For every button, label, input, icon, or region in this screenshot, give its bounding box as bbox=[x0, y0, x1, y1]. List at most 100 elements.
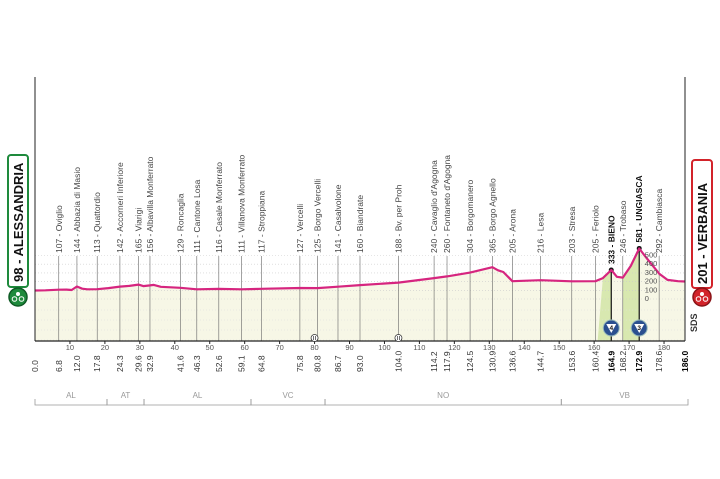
waypoint-label: 333 - BIENO bbox=[606, 215, 616, 264]
waypoint-distance: 32.9 bbox=[145, 355, 155, 372]
waypoint-label: 205 - Arona bbox=[507, 209, 517, 253]
region-label: AL bbox=[193, 391, 203, 400]
start-label: 98 - ALESSANDRIA bbox=[11, 162, 26, 282]
profile-line bbox=[34, 247, 686, 292]
km-tick-label: 30 bbox=[136, 343, 144, 352]
km-tick-label: 10 bbox=[66, 343, 74, 352]
climb-area bbox=[622, 248, 640, 341]
kom-category: 3 bbox=[637, 325, 641, 332]
km-tick-label: 170 bbox=[623, 343, 636, 352]
waypoint-distance: 12.0 bbox=[72, 355, 82, 372]
sprint-icon bbox=[310, 334, 319, 342]
region-label: VB bbox=[619, 391, 630, 400]
waypoint-distance: 0.0 bbox=[30, 360, 40, 372]
waypoint-distance: 17.8 bbox=[92, 355, 102, 372]
elevation-scale-label: 300 bbox=[645, 268, 658, 277]
waypoint-label: 365 - Borgo Agnello bbox=[487, 178, 497, 253]
region-label: VC bbox=[282, 391, 293, 400]
waypoint-distance: 117.9 bbox=[442, 351, 452, 372]
waypoint-distance: 80.8 bbox=[312, 355, 322, 372]
km-tick-label: 180 bbox=[658, 343, 671, 352]
finish-badge: 201 - VERBANIA bbox=[691, 159, 713, 307]
waypoint-label: 246 - Trobaso bbox=[618, 200, 628, 253]
waypoint-label: 156 - Albavilla Monferrato bbox=[145, 156, 155, 253]
waypoint-distance: 41.6 bbox=[175, 355, 185, 372]
waypoint-distance: 6.8 bbox=[54, 360, 64, 372]
waypoint-label: 188 - Bv. per Proh bbox=[393, 184, 403, 253]
waypoint-label: 581 - UNGIASCA bbox=[634, 175, 644, 242]
waypoint-distance: 29.6 bbox=[133, 355, 143, 372]
waypoint-label: 117 - Stroppiana bbox=[256, 191, 266, 253]
waypoint-distance: 144.7 bbox=[536, 350, 546, 372]
kom-triangle-icon bbox=[606, 324, 617, 333]
km-tick-label: 110 bbox=[413, 343, 425, 352]
sponsor-logo: SDS bbox=[689, 313, 699, 332]
waypoint-label: 111 - Cantone Losa bbox=[192, 179, 202, 253]
waypoint-distance: 160.4 bbox=[591, 350, 601, 372]
waypoint-label: 107 - Oviglio bbox=[54, 205, 64, 253]
km-tick-label: 150 bbox=[553, 343, 566, 352]
kom-triangle-icon bbox=[634, 324, 645, 333]
waypoint-distance: 93.0 bbox=[355, 355, 365, 372]
waypoint-distance: 164.9 bbox=[606, 350, 616, 372]
km-tick-label: 120 bbox=[448, 343, 461, 352]
start-badge: 98 - ALESSANDRIA bbox=[7, 154, 29, 307]
sprint-icon bbox=[394, 334, 403, 342]
region-label: AT bbox=[121, 391, 131, 400]
finish-cyclist-icon bbox=[692, 287, 712, 307]
waypoint-label: 260 - Fontaneto d'Agogna bbox=[442, 155, 452, 253]
km-tick-label: 70 bbox=[275, 343, 283, 352]
km-tick-label: 160 bbox=[588, 343, 601, 352]
waypoint-label: 240 - Cavaglio d'Agogna bbox=[429, 160, 439, 253]
elevation-scale-label: 0 bbox=[645, 294, 649, 303]
waypoint-distance: 46.3 bbox=[192, 355, 202, 372]
waypoint-distance: 186.0 bbox=[680, 350, 690, 372]
waypoint-distance: 114.2 bbox=[429, 351, 439, 372]
region-label: AL bbox=[66, 391, 76, 400]
elevation-scale-label: 100 bbox=[645, 285, 658, 294]
finish-label: 201 - VERBANIA bbox=[695, 182, 710, 284]
waypoint-label: 116 - Casale Monferrato bbox=[214, 162, 224, 253]
waypoint-label: 113 - Quattordio bbox=[92, 192, 102, 253]
waypoint-distance: 86.7 bbox=[333, 355, 343, 372]
waypoint-distance: 24.3 bbox=[115, 355, 125, 372]
km-tick-label: 40 bbox=[171, 343, 179, 352]
waypoint-distance: 153.6 bbox=[567, 350, 577, 372]
waypoint-distance: 75.8 bbox=[295, 355, 305, 372]
waypoint-label: 129 - Roncaglia bbox=[175, 193, 185, 253]
waypoint-label: 127 - Vercelli bbox=[295, 204, 305, 253]
km-tick-label: 90 bbox=[345, 343, 353, 352]
waypoint-distance: 52.6 bbox=[214, 355, 224, 372]
waypoint-distance: 172.9 bbox=[634, 350, 644, 372]
region-label: NO bbox=[437, 391, 449, 400]
waypoint-label: 160 - Biandrate bbox=[355, 195, 365, 253]
km-tick-label: 130 bbox=[483, 343, 496, 352]
elevation-scale-label: 400 bbox=[645, 259, 658, 268]
waypoint-distance: 59.1 bbox=[237, 355, 247, 372]
waypoint-label: 144 - Abbazia di Masio bbox=[72, 167, 82, 253]
start-cyclist-icon bbox=[8, 287, 28, 307]
km-tick-label: 50 bbox=[206, 343, 214, 352]
km-tick-label: 140 bbox=[518, 343, 531, 352]
region-bracket bbox=[560, 399, 689, 406]
waypoint-label: 142 - Accorneri Inferiore bbox=[115, 162, 125, 253]
waypoint-label: 125 - Borgo Vercelli bbox=[312, 179, 322, 253]
waypoint-label: 205 - Feriolo bbox=[591, 205, 601, 253]
waypoint-distance: 178.6 bbox=[654, 350, 664, 372]
waypoint-distance: 168.2 bbox=[618, 350, 628, 372]
elevation-scale-label: 200 bbox=[645, 277, 658, 286]
waypoint-label: 165 - Viarigi bbox=[133, 208, 143, 253]
waypoint-label: 203 - Stresa bbox=[567, 206, 577, 253]
waypoint-label: 216 - Lesa bbox=[536, 213, 546, 253]
elevation-scale-label: 500 bbox=[645, 251, 658, 260]
km-tick-label: 80 bbox=[310, 343, 318, 352]
km-tick-label: 60 bbox=[241, 343, 249, 352]
waypoint-label: 141 - Casalvolone bbox=[333, 184, 343, 253]
waypoint-label: 292 - Cambiasca bbox=[654, 188, 664, 253]
waypoint-distance: 64.8 bbox=[256, 355, 266, 372]
waypoint-distance: 104.0 bbox=[393, 350, 403, 372]
waypoint-distance: 130.9 bbox=[487, 350, 497, 372]
waypoint-distance: 136.6 bbox=[507, 350, 517, 372]
waypoint-label: 111 - Villanova Monferrato bbox=[237, 154, 247, 253]
